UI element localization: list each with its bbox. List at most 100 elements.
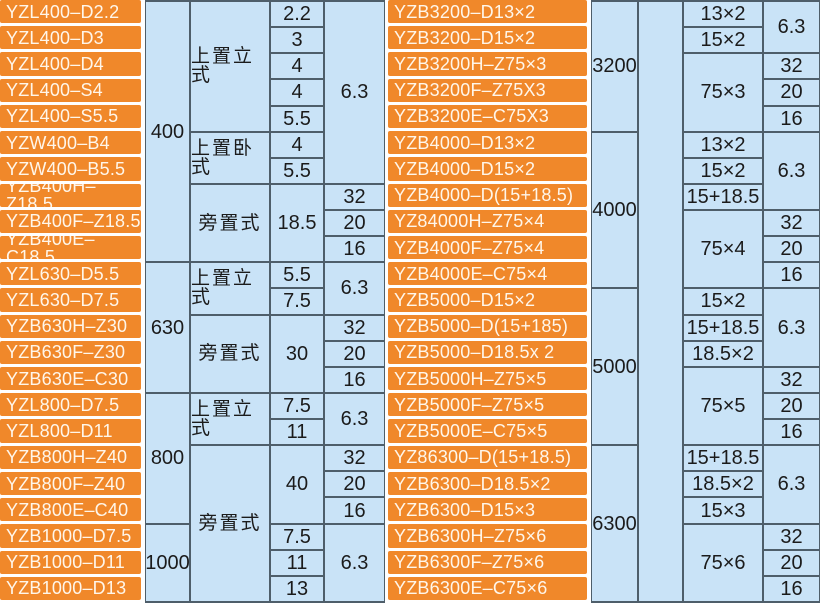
left-model-cell: YZB800H–Z40 [0,445,141,469]
right-power-cell: 15×2 [683,157,763,184]
left-model-cell: YZB630H–Z30 [0,314,141,338]
left-power-cell: 7.5 [270,392,324,420]
right-model-cell: YZ86300–D(15+18.5) [388,445,587,469]
right-model-cell: YZB3200–D15×2 [388,26,587,50]
right-power-cell: 75×6 [683,523,763,602]
left-mounting-cell: 旁置式 [190,445,270,602]
left-power-cell: 4 [270,131,324,158]
right-pressure-cell: 20 [763,79,820,106]
right-model-cell: YZB3200–D13×2 [388,0,587,24]
left-model-cell: YZW400–B4 [0,131,141,155]
left-spec-grid: 400 630 800 1000 上置立式 上置卧式 旁置式 上置立式 旁置式 上置立式 旁置式 2.… [145,0,385,603]
right-pressure-cell: 32 [763,523,820,550]
left-mounting-cell: 上置卧式 [190,131,270,184]
right-model-column: YZB3200–D13×2 YZB3200–D15×2 YZB3200H–Z75×3… [388,0,587,603]
right-pressure-cell: 6.3 [763,445,820,524]
right-model-cell: YZB4000E–C75×4 [388,262,587,286]
right-model-cell: YZB4000–D15×2 [388,157,587,181]
right-pressure-cell: 20 [763,549,820,576]
left-pressure-cell: 32 [324,445,385,472]
left-pressure-cell: 6.3 [324,392,385,446]
right-pressure-cell: 6.3 [763,1,820,54]
left-capacity-cell: 400 [145,1,190,263]
right-model-cell: YZB3200H–Z75×3 [388,52,587,76]
left-pressure-cell: 20 [324,340,385,367]
left-power-cell: 40 [270,445,324,524]
left-mounting-cell: 上置立式 [190,262,270,315]
right-model-cell: YZB4000–D13×2 [388,131,587,155]
right-model-cell: YZB5000–D18.5x 2 [388,340,587,365]
right-power-cell: 13×2 [683,131,763,158]
right-capacity-cell: 5000 [591,288,638,446]
right-capacity-cell: 4000 [591,131,638,289]
left-model-cell: YZL800–D7.5 [0,393,141,417]
right-spec-grid: 3200 4000 5000 6300 13×2 15×2 75×3 13×2 15×2 15+1… [591,0,820,603]
left-model-cell: YZL800–D11 [0,419,141,443]
right-model-cell: YZB3200F–Z75X3 [388,78,587,102]
right-model-cell: YZB3200E–C75X3 [388,104,587,129]
right-power-cell: 15×2 [683,288,763,315]
left-model-cell: YZB400E–C18.5 [0,235,141,260]
right-capacity-cell: 3200 [591,1,638,132]
left-mounting-cell: 上置立式 [190,392,270,446]
left-capacity-cell: 800 [145,392,190,524]
left-power-cell: 5.5 [270,105,324,132]
left-model-cell: YZB800E–C40 [0,498,141,522]
right-pressure-cell: 16 [763,419,820,446]
left-power-cell: 11 [270,549,324,576]
left-pressure-cell: 20 [324,210,385,237]
right-pressure-cell: 32 [763,53,820,80]
right-pressure-cell: 20 [763,392,820,420]
right-power-cell: 15+18.5 [683,445,763,472]
right-model-cell: YZB5000H–Z75×5 [388,367,587,391]
left-power-cell: 5.5 [270,262,324,289]
right-power-cell: 75×5 [683,366,763,446]
left-model-cell: YZB630E–C30 [0,367,141,391]
right-pressure-cell: 6.3 [763,288,820,367]
right-model-cell: YZB5000E–C75×5 [388,419,587,443]
left-model-column: YZL400–D2.2 YZL400–D3 YZL400–D4 YZL400–S4 YZ… [0,0,141,603]
right-power-cell: 15×3 [683,497,763,524]
left-pressure-cell: 6.3 [324,1,385,184]
left-pressure-cell: 32 [324,314,385,341]
left-model-cell: YZL630–D7.5 [0,288,141,312]
right-power-cell: 13×2 [683,1,763,28]
left-model-cell: YZL400–D2.2 [0,0,141,24]
right-power-cell: 18.5×2 [683,340,763,367]
right-pressure-cell: 16 [763,105,820,132]
left-power-cell: 3 [270,27,324,54]
right-power-cell: 75×4 [683,210,763,289]
left-model-cell: YZL630–D5.5 [0,262,141,286]
left-pressure-cell: 32 [324,183,385,211]
right-model-cell: YZB6300H–Z75×6 [388,524,587,548]
right-model-cell: YZB6300–D15×3 [388,498,587,522]
left-pressure-cell: 6.3 [324,523,385,602]
left-power-cell: 13 [270,575,324,602]
right-model-cell: YZB4000F–Z75×4 [388,235,587,260]
left-pressure-cell: 16 [324,497,385,524]
right-model-cell: YZB5000–D15×2 [388,288,587,312]
left-model-cell: YZB1000–D11 [0,550,141,574]
left-power-cell: 2.2 [270,1,324,28]
right-power-cell: 75×3 [683,53,763,132]
left-power-cell: 7.5 [270,288,324,315]
left-power-cell: 18.5 [270,183,324,263]
left-mounting-cell: 旁置式 [190,314,270,393]
left-power-cell: 5.5 [270,157,324,184]
left-power-cell: 7.5 [270,523,324,550]
right-model-cell: YZB5000–D(15+185) [388,314,587,338]
right-model-cell: YZB6300–D18.5×2 [388,471,587,496]
left-pressure-cell: 20 [324,471,385,498]
left-power-cell: 4 [270,79,324,106]
left-power-cell: 4 [270,53,324,80]
left-model-cell: YZB800F–Z40 [0,471,141,496]
right-pressure-cell: 16 [763,262,820,289]
left-pressure-cell: 16 [324,366,385,393]
right-pressure-cell: 16 [763,575,820,602]
right-model-cell: YZ84000H–Z75×4 [388,209,587,233]
left-model-cell: YZW400–B5.5 [0,157,141,181]
right-power-cell: 18.5×2 [683,471,763,498]
left-model-cell: YZL400–D3 [0,26,141,50]
right-power-cell: 15×2 [683,27,763,54]
right-model-cell: YZB4000–D(15+18.5) [388,183,587,207]
